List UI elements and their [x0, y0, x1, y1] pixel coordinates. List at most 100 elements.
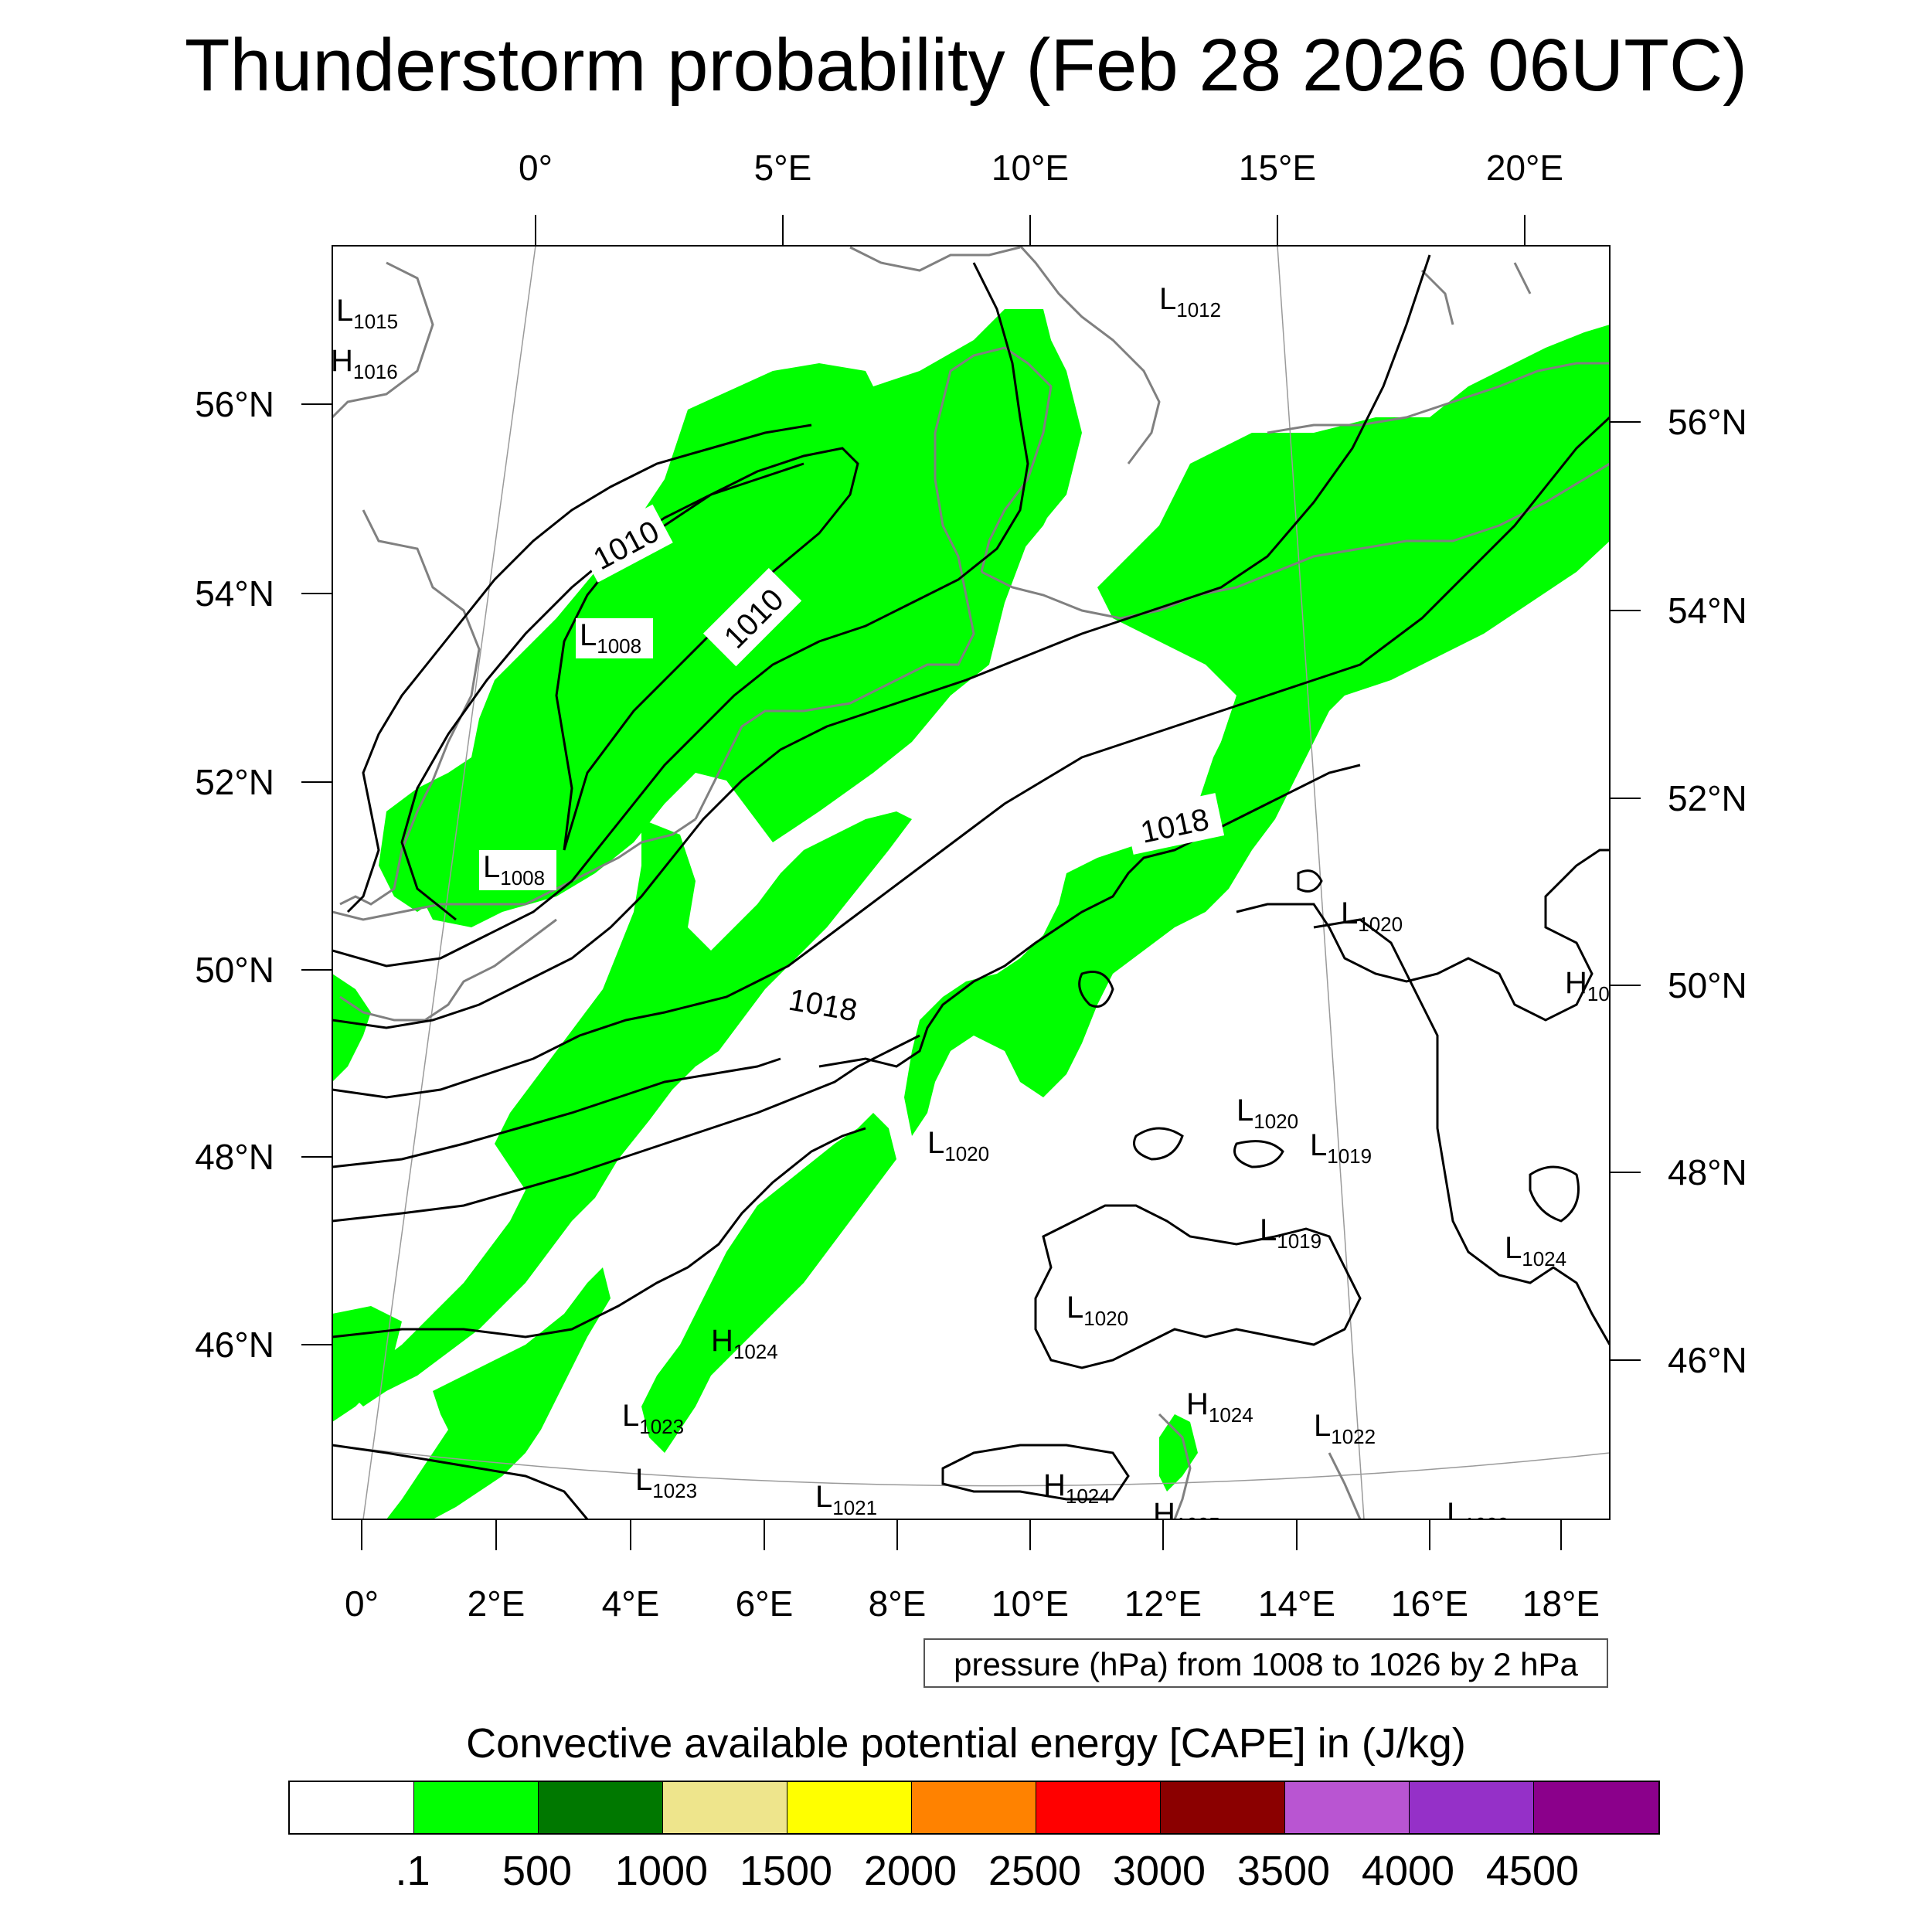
- bottom-lon-label: 12°E: [1124, 1583, 1202, 1624]
- pressure-note: pressure (hPa) from 1008 to 1026 by 2 hP…: [923, 1638, 1608, 1688]
- left-lat-label: 50°N: [195, 950, 274, 990]
- colorbar-swatch: [787, 1782, 912, 1833]
- isobar-1024-east: [1313, 918, 1610, 1345]
- coast-baltic-east: [1267, 362, 1610, 434]
- left-lat-label: 52°N: [195, 762, 274, 802]
- coast-uk-east: [332, 261, 481, 906]
- isobar-1024-south: [332, 1444, 589, 1519]
- pressure-center: L1012: [1159, 282, 1221, 321]
- coast-norway: [849, 246, 1021, 272]
- isobar-1020-east: [1236, 849, 1610, 1022]
- coast-france-north: [339, 918, 557, 1022]
- isobars: [332, 254, 1610, 1519]
- colorbar-label: .1: [395, 1848, 430, 1894]
- colorbar-label: 1500: [739, 1848, 833, 1894]
- top-lon-label: 15°E: [1238, 148, 1317, 188]
- colorbar-swatch: [1534, 1782, 1658, 1833]
- top-lon-label: 20°E: [1485, 148, 1564, 188]
- isobar-1012: [346, 423, 812, 913]
- coast-denmark: [941, 346, 1053, 573]
- isobar-1016-a: [332, 254, 1431, 1029]
- tick-marks: [301, 215, 1641, 1550]
- pressure-center: L1020: [927, 1126, 989, 1165]
- colorbar-label: 4000: [1361, 1848, 1455, 1894]
- colorbar-label: 4500: [1485, 1848, 1580, 1894]
- left-lat-label: 56°N: [195, 384, 274, 424]
- isobar-small-1: [1133, 1127, 1184, 1161]
- right-lat-label: 50°N: [1668, 965, 1747, 1005]
- pressure-center: L1019: [1260, 1213, 1321, 1253]
- bottom-lon-label: 2°E: [467, 1583, 526, 1624]
- cape-area-baltic: [1097, 325, 1610, 804]
- colorbar-swatch: [1161, 1782, 1285, 1833]
- left-lat-label: 48°N: [195, 1137, 274, 1177]
- colorbar-title: Convective available potential energy [C…: [466, 1720, 1466, 1767]
- colorbar-swatch: [290, 1782, 414, 1833]
- colorbar-label: 3500: [1236, 1848, 1331, 1894]
- isobar-1020: [332, 1034, 920, 1223]
- top-lon-label: 5°E: [753, 148, 812, 188]
- bottom-lon-label: 8°E: [868, 1583, 927, 1624]
- pressure-center: H1024: [711, 1324, 778, 1363]
- isobar-1018-a: [332, 416, 1610, 1099]
- cape-area-france-west: [332, 974, 371, 1082]
- colorbar-label: 2000: [863, 1848, 957, 1894]
- cape-area-south-frontal: [386, 1267, 611, 1519]
- pressure-center: L1022: [1447, 1497, 1509, 1536]
- pressure-center: L1019: [1310, 1128, 1372, 1168]
- top-lon-label: 0°: [519, 148, 553, 188]
- colorbar-label: 3000: [1112, 1848, 1206, 1894]
- pressure-center: L1020: [1236, 1094, 1298, 1133]
- isobar-1022: [332, 1127, 866, 1338]
- bottom-lon-label: 18°E: [1522, 1583, 1600, 1624]
- right-lat-label: 46°N: [1668, 1340, 1747, 1380]
- bottom-lon-label: 16°E: [1390, 1583, 1469, 1624]
- pressure-center: H1024: [1043, 1468, 1111, 1508]
- right-lat-label: 48°N: [1668, 1152, 1747, 1192]
- coastlines: [332, 246, 1610, 1519]
- pressure-center: L1022: [1314, 1409, 1376, 1448]
- isobar-1022-bottom: [941, 1444, 1130, 1501]
- colorbar-swatch: [414, 1782, 539, 1833]
- right-lat-label: 56°N: [1668, 402, 1747, 442]
- cape-area-poland-front: [904, 649, 1345, 1136]
- colorbar-swatch: [1285, 1782, 1410, 1833]
- cape-area-italy: [1159, 1414, 1198, 1492]
- colorbar-swatch: [912, 1782, 1036, 1833]
- pressure-center: L1020: [1066, 1291, 1128, 1330]
- isobar-small-5: [1078, 971, 1114, 1008]
- pressure-center: H1025: [1153, 1497, 1220, 1536]
- coast-sweden-islands: [1420, 262, 1532, 325]
- pressure-center: H10: [1565, 966, 1610, 1005]
- isobar-1010-inner: [555, 447, 859, 851]
- coast-netherlands: [694, 401, 975, 820]
- cape-area-sweden-north: [997, 309, 1051, 355]
- bottom-lon-label: 0°: [345, 1583, 379, 1624]
- coast-sweden: [1019, 246, 1161, 464]
- cape-area-uk: [379, 757, 487, 912]
- left-lat-label: 46°N: [195, 1325, 274, 1365]
- isobar-small-3: [1529, 1165, 1580, 1223]
- pressure-center: L1008: [483, 850, 545, 889]
- pressure-center: L1024: [1505, 1231, 1566, 1270]
- pressure-center: H1024: [1186, 1387, 1253, 1427]
- isobar-small-2: [1233, 1140, 1284, 1168]
- cape-area-denmark: [927, 332, 1066, 611]
- cape-area-alps: [641, 1113, 896, 1453]
- isobar-1018-b: [332, 764, 1361, 1168]
- isobar-small-4: [1297, 869, 1323, 893]
- colorbar-swatch: [539, 1782, 663, 1833]
- pressure-center: H1016: [331, 344, 398, 383]
- map-frame: [332, 245, 1611, 1520]
- isobar-1014: [332, 262, 1029, 968]
- colorbar-swatch: [1036, 1782, 1161, 1833]
- colorbar-swatch: [1410, 1782, 1534, 1833]
- chart-title: Thunderstorm probability (Feb 28 2026 06…: [184, 24, 1748, 107]
- pressure-centers: L1015 H1016 L1012 L1008 L1008 L1020 H10 …: [331, 282, 1610, 1536]
- bottom-lon-label: 10°E: [991, 1583, 1070, 1624]
- pressure-center: L1020: [1341, 896, 1403, 936]
- pressure-center: L1015: [336, 294, 398, 333]
- colorbar-label: 1000: [614, 1848, 709, 1894]
- pressure-center: L1023: [635, 1463, 697, 1502]
- right-lat-label: 52°N: [1668, 778, 1747, 818]
